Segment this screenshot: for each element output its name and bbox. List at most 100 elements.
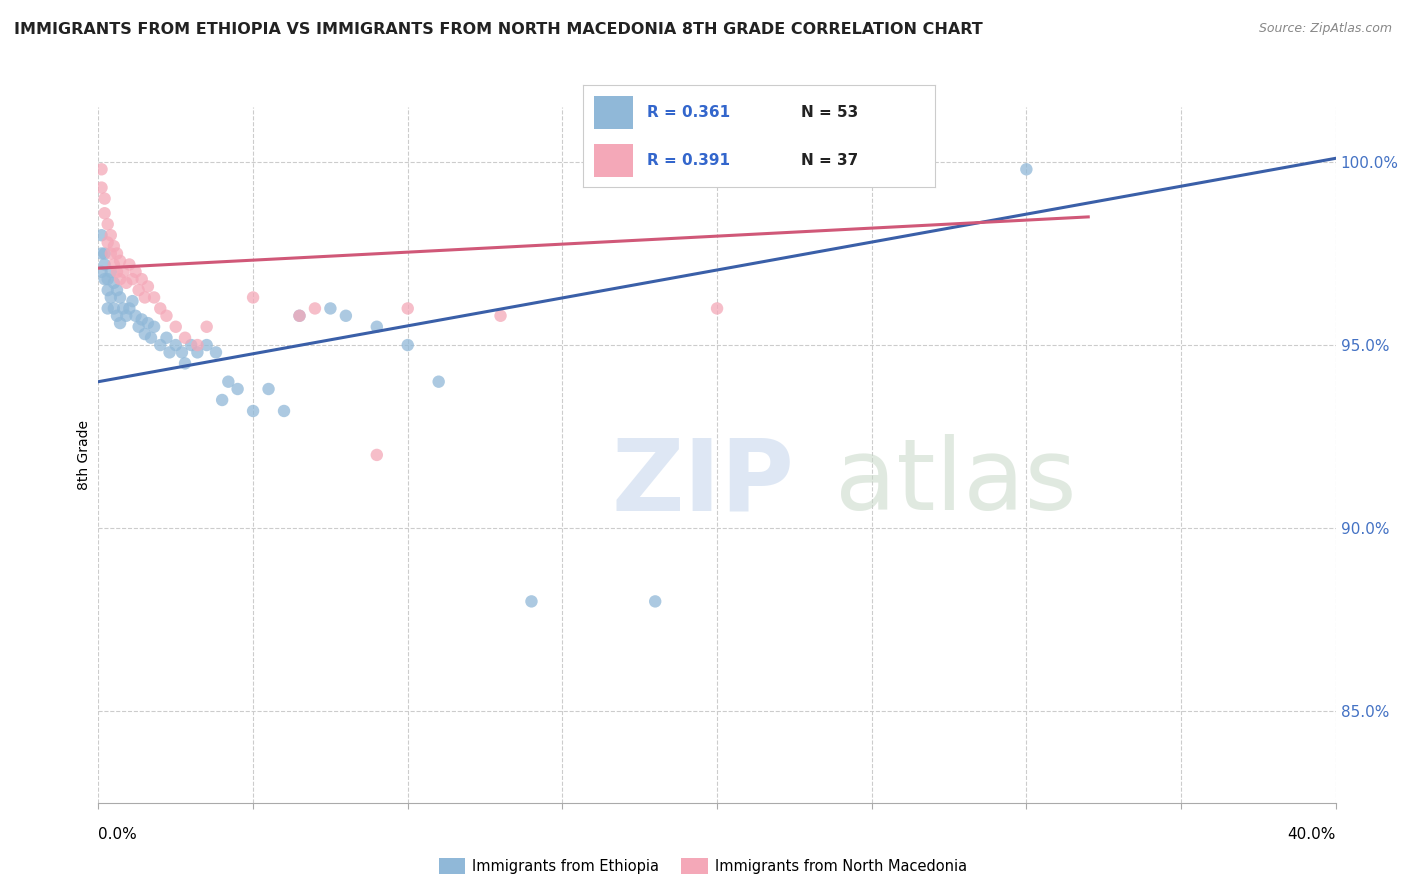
Point bbox=[136, 316, 159, 330]
Point bbox=[211, 392, 233, 407]
Point bbox=[90, 228, 112, 243]
Point bbox=[131, 272, 153, 286]
Point bbox=[304, 301, 326, 316]
Point bbox=[335, 309, 357, 323]
Point bbox=[115, 276, 138, 290]
Point bbox=[131, 312, 153, 326]
Point bbox=[124, 265, 146, 279]
Point bbox=[170, 345, 193, 359]
Point bbox=[105, 309, 128, 323]
Text: R = 0.391: R = 0.391 bbox=[647, 153, 730, 169]
Point bbox=[100, 228, 122, 243]
Point bbox=[103, 276, 125, 290]
Point bbox=[136, 279, 159, 293]
Point bbox=[186, 338, 208, 352]
Point bbox=[90, 162, 112, 177]
Point bbox=[139, 331, 162, 345]
Point bbox=[90, 180, 112, 194]
Point bbox=[100, 265, 122, 279]
Point bbox=[121, 294, 143, 309]
Point bbox=[93, 258, 115, 272]
Point bbox=[134, 290, 156, 304]
Point bbox=[90, 265, 112, 279]
Point bbox=[100, 246, 122, 260]
Text: N = 53: N = 53 bbox=[801, 105, 859, 120]
Point bbox=[427, 375, 450, 389]
Point bbox=[174, 331, 197, 345]
Point bbox=[366, 319, 388, 334]
Point bbox=[118, 258, 141, 272]
Point bbox=[644, 594, 666, 608]
Point bbox=[159, 345, 181, 359]
Point bbox=[112, 301, 135, 316]
Point bbox=[155, 331, 177, 345]
Point bbox=[115, 309, 138, 323]
Point bbox=[226, 382, 249, 396]
Point bbox=[93, 192, 115, 206]
Point bbox=[149, 301, 172, 316]
Point bbox=[97, 235, 120, 250]
Point bbox=[108, 272, 131, 286]
Point bbox=[108, 316, 131, 330]
Text: IMMIGRANTS FROM ETHIOPIA VS IMMIGRANTS FROM NORTH MACEDONIA 8TH GRADE CORRELATIO: IMMIGRANTS FROM ETHIOPIA VS IMMIGRANTS F… bbox=[14, 22, 983, 37]
Point bbox=[128, 319, 150, 334]
Point bbox=[165, 338, 187, 352]
Point bbox=[103, 301, 125, 316]
Point bbox=[174, 356, 197, 370]
Point bbox=[1015, 162, 1038, 177]
Point bbox=[93, 246, 115, 260]
Text: N = 37: N = 37 bbox=[801, 153, 859, 169]
Point bbox=[195, 338, 218, 352]
Point bbox=[242, 404, 264, 418]
Point bbox=[288, 309, 311, 323]
Point bbox=[103, 239, 125, 253]
Point bbox=[118, 301, 141, 316]
Text: Source: ZipAtlas.com: Source: ZipAtlas.com bbox=[1258, 22, 1392, 36]
Point bbox=[97, 272, 120, 286]
Point bbox=[520, 594, 543, 608]
Point bbox=[108, 253, 131, 268]
Point bbox=[143, 290, 166, 304]
Text: ZIP: ZIP bbox=[612, 434, 794, 532]
Point bbox=[366, 448, 388, 462]
Point bbox=[105, 283, 128, 297]
Point bbox=[112, 265, 135, 279]
Point bbox=[105, 265, 128, 279]
Point bbox=[257, 382, 280, 396]
Point bbox=[105, 246, 128, 260]
Point bbox=[93, 206, 115, 220]
Point bbox=[155, 309, 177, 323]
Point bbox=[195, 319, 218, 334]
Point bbox=[97, 301, 120, 316]
Point bbox=[134, 327, 156, 342]
Point bbox=[242, 290, 264, 304]
Point bbox=[90, 246, 112, 260]
Text: 0.0%: 0.0% bbox=[98, 827, 138, 841]
Point bbox=[489, 309, 512, 323]
Point bbox=[100, 290, 122, 304]
Point bbox=[124, 309, 146, 323]
Text: R = 0.361: R = 0.361 bbox=[647, 105, 730, 120]
Text: atlas: atlas bbox=[835, 434, 1076, 532]
Legend: Immigrants from Ethiopia, Immigrants from North Macedonia: Immigrants from Ethiopia, Immigrants fro… bbox=[433, 852, 973, 880]
Point bbox=[186, 345, 208, 359]
Point bbox=[128, 283, 150, 297]
Point bbox=[288, 309, 311, 323]
Point bbox=[396, 338, 419, 352]
Point bbox=[143, 319, 166, 334]
Point bbox=[273, 404, 295, 418]
Point bbox=[93, 272, 115, 286]
Point bbox=[108, 290, 131, 304]
Point bbox=[205, 345, 228, 359]
Point bbox=[121, 272, 143, 286]
Bar bbox=[593, 145, 633, 177]
Point bbox=[97, 217, 120, 231]
Point bbox=[396, 301, 419, 316]
Text: 40.0%: 40.0% bbox=[1288, 827, 1336, 841]
Point bbox=[319, 301, 342, 316]
Y-axis label: 8th Grade: 8th Grade bbox=[77, 420, 91, 490]
Point bbox=[97, 283, 120, 297]
Point bbox=[103, 258, 125, 272]
Point bbox=[180, 338, 202, 352]
Point bbox=[149, 338, 172, 352]
